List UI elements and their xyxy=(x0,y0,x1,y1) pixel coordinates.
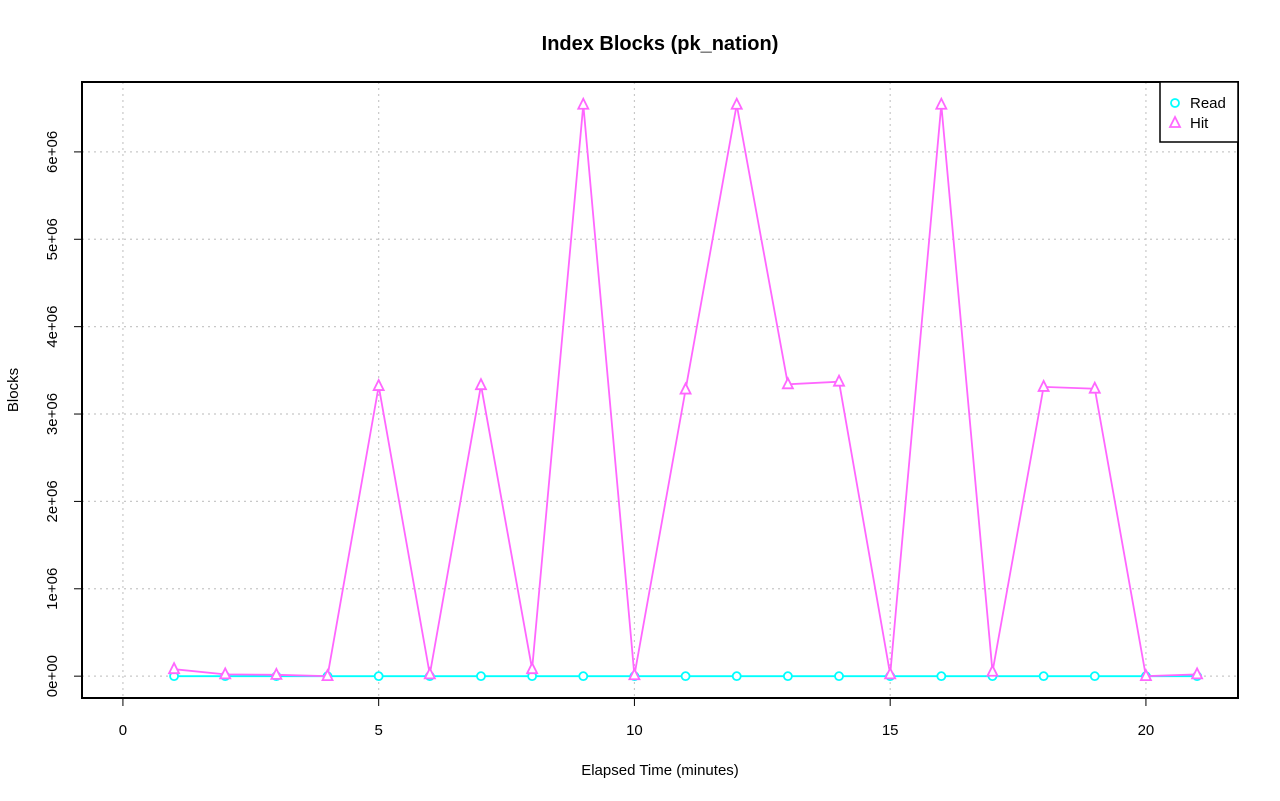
legend-marker-read xyxy=(1170,98,1180,108)
y-tick-label: 5e+06 xyxy=(44,218,61,260)
data-point-read xyxy=(1038,671,1049,682)
series-hit xyxy=(167,96,1204,682)
data-point-read xyxy=(1089,671,1100,682)
data-point-hit xyxy=(781,376,795,390)
chart-title: Index Blocks (pk_nation) xyxy=(542,33,779,55)
data-point-hit xyxy=(679,381,693,395)
x-tick-label: 20 xyxy=(1138,722,1155,739)
data-point-read xyxy=(782,671,793,682)
grid-lines xyxy=(82,82,1238,698)
data-point-hit xyxy=(372,378,386,391)
y-tick-label: 2e+06 xyxy=(44,480,61,522)
data-point-hit xyxy=(423,666,437,680)
x-tick-label: 15 xyxy=(882,722,899,739)
legend-marker-hit xyxy=(1168,114,1182,128)
data-point-hit xyxy=(934,96,948,110)
plot-frame xyxy=(81,81,1239,699)
legend-label-hit: Hit xyxy=(1190,115,1209,132)
y-tick-label: 4e+06 xyxy=(44,306,61,348)
data-point-hit xyxy=(576,96,590,110)
data-point-hit xyxy=(1190,666,1204,680)
data-point-read xyxy=(680,671,691,682)
y-axis-label: Blocks xyxy=(5,368,22,412)
data-point-hit xyxy=(627,667,641,681)
data-point-read xyxy=(936,671,947,682)
y-tick-label: 0e+00 xyxy=(44,655,61,697)
data-point-hit xyxy=(1037,378,1051,392)
y-tick-label: 1e+06 xyxy=(44,568,61,610)
legend-box xyxy=(1159,81,1239,143)
data-point-read xyxy=(834,671,844,682)
axes: 0 5 10 15 20 0e+00 1e+06 2e+06 3e+06 4e+06 5e+06 6e… xyxy=(44,131,1154,739)
y-tick-label: 6e+06 xyxy=(44,131,61,173)
data-point-hit xyxy=(1139,668,1153,682)
data-point-hit xyxy=(986,663,999,677)
data-point-hit xyxy=(218,666,232,680)
data-point-read xyxy=(731,671,742,682)
data-point-hit xyxy=(883,666,897,680)
y-tick-label: 3e+06 xyxy=(44,393,61,435)
data-point-hit xyxy=(832,373,846,387)
x-tick-label: 0 xyxy=(119,722,127,739)
data-point-hit xyxy=(167,661,181,675)
data-point-read xyxy=(578,671,589,682)
x-axis-label: Elapsed Time (minutes) xyxy=(581,762,739,779)
data-point-hit xyxy=(1088,380,1102,394)
data-point-hit xyxy=(474,377,488,391)
data-point-hit xyxy=(730,96,744,110)
data-point-hit xyxy=(321,668,334,682)
data-point-hit xyxy=(269,666,283,680)
legend-label-read: Read xyxy=(1190,95,1226,112)
data-point-read xyxy=(476,671,486,682)
data-point-hit xyxy=(525,661,539,675)
legend: Read Hit xyxy=(1159,81,1239,143)
x-tick-label: 5 xyxy=(375,722,383,739)
data-point-read xyxy=(373,671,384,682)
x-tick-label: 10 xyxy=(626,722,643,739)
series-layer xyxy=(167,96,1204,682)
